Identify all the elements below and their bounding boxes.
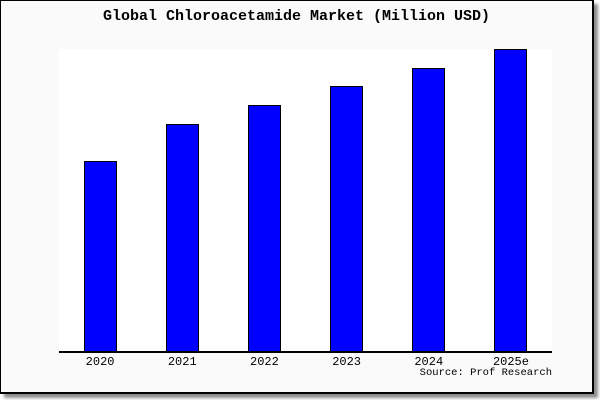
plot-area: [59, 49, 552, 353]
bar-slot-2024: [388, 49, 470, 351]
bar-2020: [83, 161, 117, 351]
bars-container: [59, 49, 552, 351]
bar-2025e: [494, 49, 528, 351]
bar-2022: [247, 105, 281, 351]
bar-slot-2023: [306, 49, 388, 351]
bar-2021: [165, 123, 199, 351]
x-tick-label-2023: 2023: [332, 355, 361, 369]
x-tick-label-2024: 2024: [414, 355, 444, 369]
bar-slot-2025e: [470, 49, 552, 351]
bar-slot-2022: [223, 49, 305, 351]
source-note: Source: Prof Research: [419, 367, 552, 379]
x-tick-label-2022: 2022: [250, 355, 279, 369]
bar-2024: [412, 68, 446, 351]
chart-title: Global Chloroacetamide Market (Million U…: [102, 8, 491, 25]
x-axis-tick-labels: 2020 2021 2022 2023 2024 2025e: [59, 356, 552, 368]
chart-figure: Global Chloroacetamide Market (Million U…: [0, 0, 594, 394]
bar-slot-2021: [141, 49, 223, 351]
x-tick-label-2021: 2021: [167, 355, 197, 369]
x-tick-label-2020: 2020: [85, 355, 115, 369]
bar-2023: [330, 86, 364, 351]
bar-slot-2020: [59, 49, 141, 351]
x-tick-label-2025e: 2025e: [492, 355, 529, 369]
